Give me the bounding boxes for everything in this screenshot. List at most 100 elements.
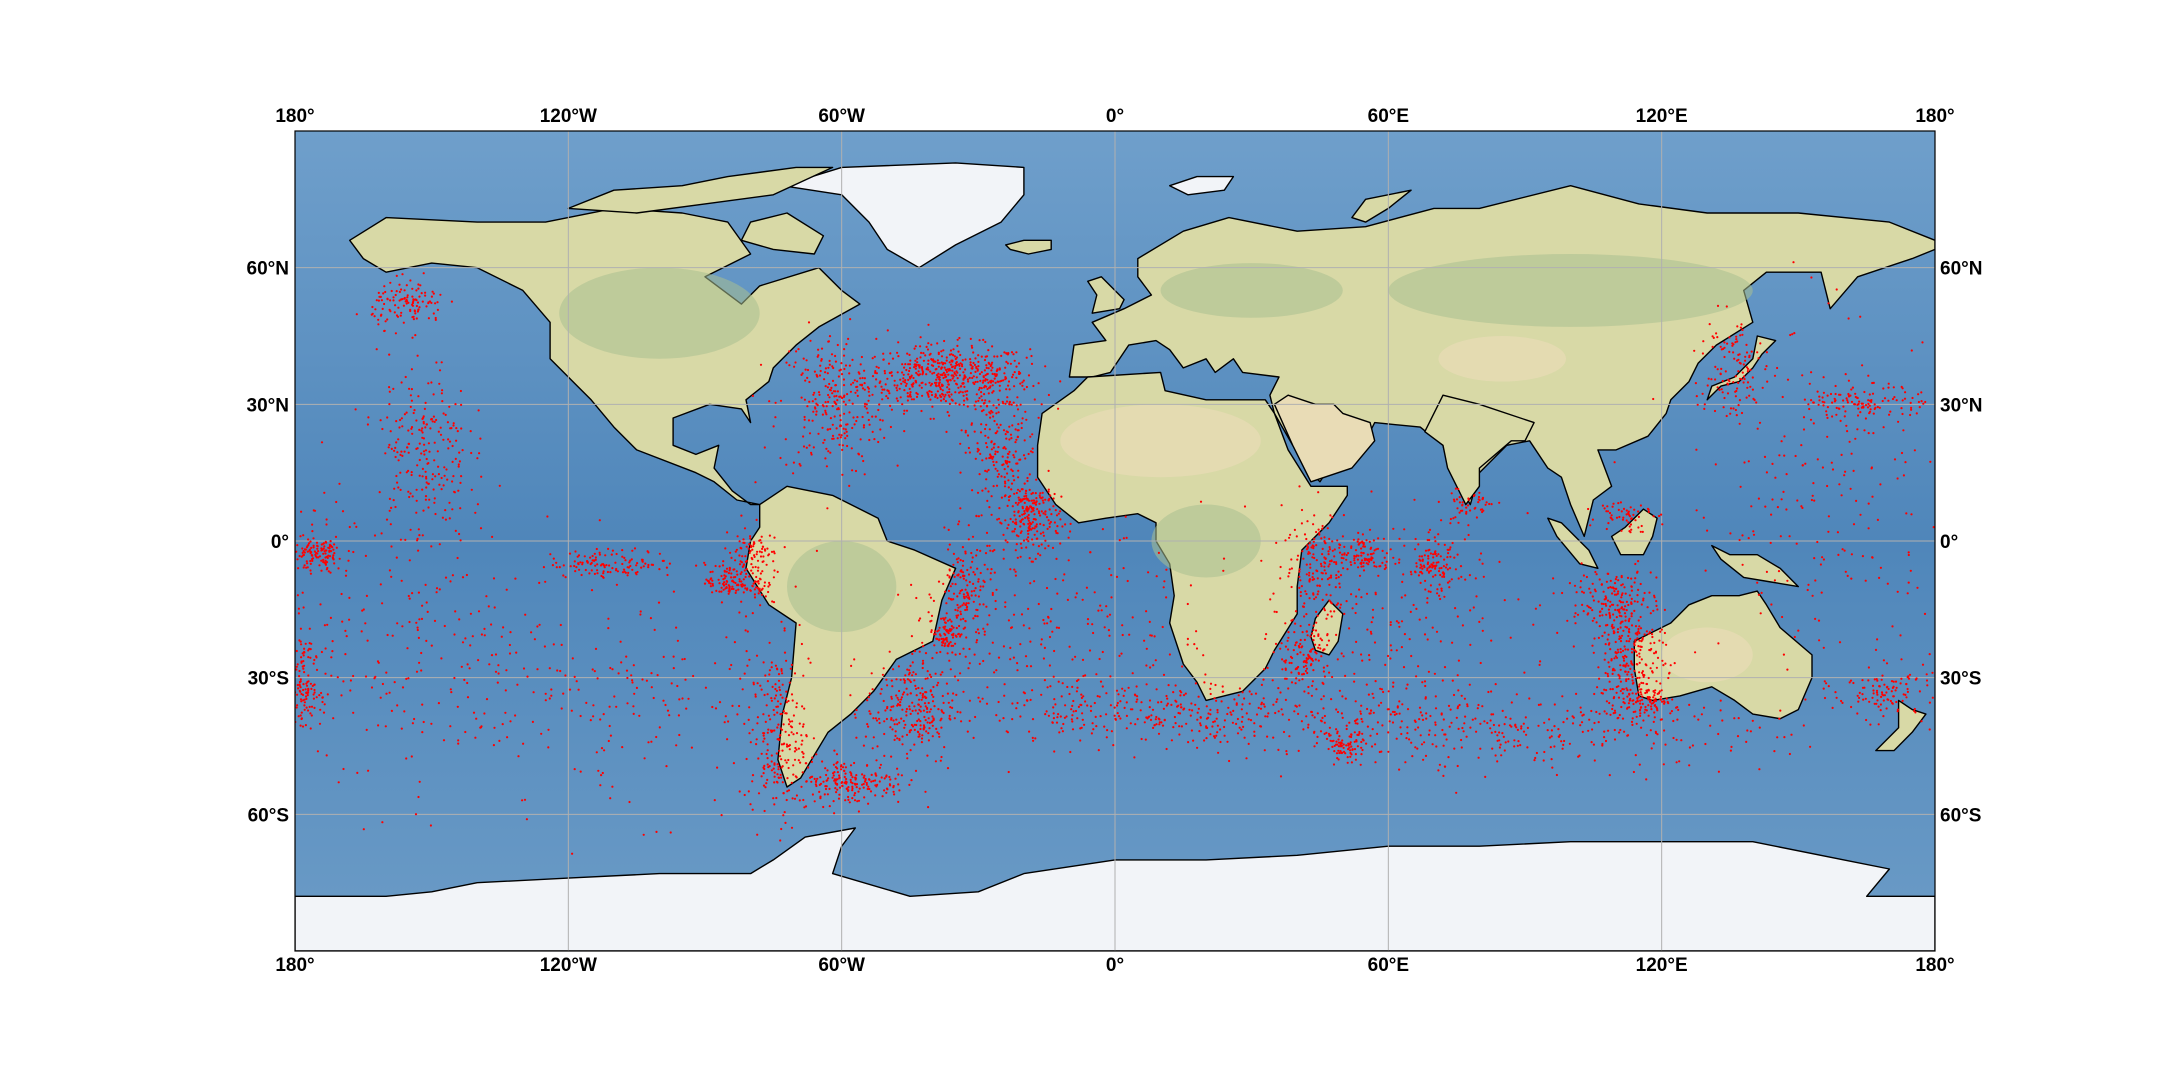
observation-point: [905, 382, 908, 385]
observation-point: [1463, 697, 1466, 700]
observation-point: [1360, 753, 1363, 756]
observation-point: [868, 710, 871, 713]
observation-point: [992, 380, 995, 383]
observation-point: [424, 291, 427, 294]
observation-point: [621, 555, 624, 558]
observation-point: [1621, 655, 1625, 658]
observation-point: [416, 539, 419, 542]
observation-point: [1667, 676, 1670, 680]
observation-point: [862, 424, 866, 427]
observation-point: [1485, 501, 1488, 504]
observation-point: [929, 417, 932, 420]
observation-point: [552, 557, 555, 560]
observation-point: [933, 644, 936, 647]
observation-point: [833, 415, 836, 418]
observation-point: [982, 585, 985, 588]
observation-point: [779, 702, 782, 706]
observation-point: [749, 741, 752, 744]
observation-point: [970, 594, 973, 597]
observation-point: [855, 708, 858, 712]
observation-point: [639, 610, 642, 613]
observation-point: [1031, 527, 1034, 530]
observation-point: [1155, 715, 1158, 719]
observation-point: [724, 547, 727, 550]
observation-point: [908, 353, 911, 356]
observation-point: [779, 773, 782, 777]
observation-point: [1560, 740, 1563, 743]
observation-point: [1427, 554, 1430, 558]
observation-point: [1338, 582, 1341, 585]
observation-point: [955, 383, 959, 386]
observation-point: [986, 568, 989, 571]
observation-point: [948, 543, 951, 546]
observation-point: [627, 571, 630, 575]
observation-point: [985, 605, 988, 608]
observation-point: [1263, 705, 1266, 708]
observation-point: [644, 562, 647, 565]
observation-point: [1465, 506, 1468, 509]
observation-point: [407, 451, 410, 454]
observation-point: [390, 506, 393, 509]
observation-point: [1309, 563, 1312, 566]
observation-point: [349, 689, 352, 692]
land-iceland: [1005, 239, 1052, 255]
observation-point: [853, 658, 856, 661]
observation-point: [991, 593, 994, 597]
observation-point: [908, 708, 911, 711]
observation-point: [1513, 745, 1516, 748]
observation-point: [815, 410, 818, 413]
observation-point: [1337, 745, 1340, 748]
observation-point: [1758, 768, 1761, 771]
observation-point: [926, 707, 929, 711]
observation-point: [1486, 721, 1489, 725]
map-area[interactable]: [294, 131, 1935, 951]
observation-point: [749, 803, 752, 806]
observation-point: [1357, 538, 1360, 541]
observation-point: [1284, 698, 1287, 702]
observation-point: [440, 657, 443, 660]
observation-point: [505, 588, 508, 591]
observation-point: [621, 562, 624, 566]
observation-point: [1590, 741, 1593, 744]
observation-point: [1335, 740, 1338, 743]
observation-point: [379, 419, 382, 422]
observation-point: [494, 670, 498, 673]
observation-point: [1209, 682, 1213, 685]
observation-point: [831, 434, 835, 437]
observation-point: [1009, 362, 1013, 365]
observation-point: [373, 534, 377, 537]
observation-point: [1014, 570, 1017, 573]
observation-point: [962, 690, 965, 693]
observation-point: [949, 641, 952, 644]
observation-point: [766, 693, 769, 696]
observation-point: [1007, 452, 1010, 456]
observation-point: [1603, 710, 1606, 713]
observation-point: [892, 668, 895, 671]
observation-point: [1340, 745, 1343, 748]
observation-point: [1294, 682, 1297, 685]
observation-point: [1615, 616, 1618, 619]
observation-point: [423, 443, 426, 446]
observation-point: [784, 821, 787, 825]
observation-point: [738, 578, 741, 581]
observation-point: [792, 461, 796, 464]
observation-point: [1015, 543, 1018, 546]
observation-point: [808, 380, 811, 384]
observation-point: [1154, 718, 1157, 721]
observation-point: [1399, 726, 1402, 729]
observation-point: [896, 389, 899, 392]
observation-point: [1438, 594, 1441, 597]
observation-point: [918, 384, 921, 387]
observation-point: [763, 732, 766, 735]
observation-point: [794, 746, 797, 750]
observation-point: [959, 605, 962, 608]
observation-point: [878, 780, 881, 783]
observation-point: [1437, 769, 1440, 772]
observation-point: [1279, 565, 1282, 569]
observation-point: [762, 772, 765, 775]
observation-point: [1355, 739, 1358, 742]
observation-point: [632, 705, 635, 708]
observation-point: [504, 711, 507, 714]
observation-point: [944, 616, 947, 619]
observation-point: [1446, 568, 1449, 571]
